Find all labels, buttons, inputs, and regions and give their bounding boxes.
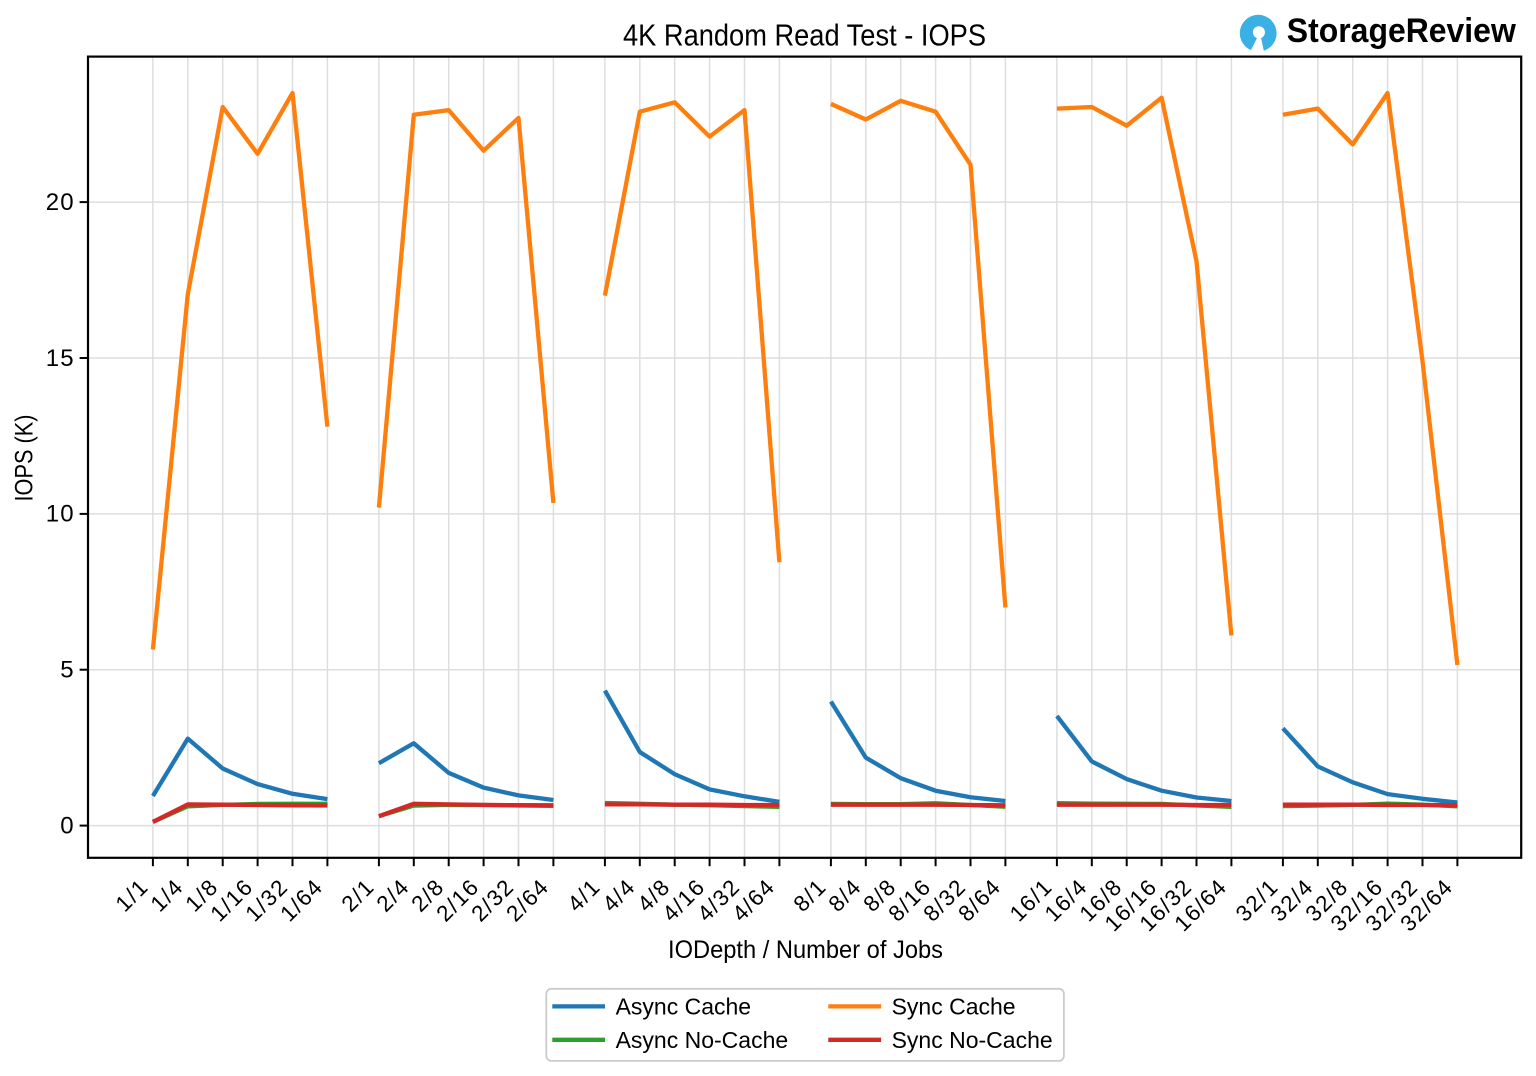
svg-text:4K Random Read Test - IOPS: 4K Random Read Test - IOPS (623, 18, 986, 53)
svg-text:IOPS (K): IOPS (K) (11, 415, 39, 502)
svg-text:Async No-Cache: Async No-Cache (616, 1027, 789, 1053)
svg-text:0: 0 (60, 812, 75, 839)
svg-text:Async Cache: Async Cache (616, 994, 752, 1020)
svg-text:20: 20 (46, 189, 75, 216)
svg-text:10: 10 (46, 501, 75, 528)
svg-text:5: 5 (60, 657, 75, 684)
svg-text:15: 15 (46, 345, 75, 372)
svg-text:Sync Cache: Sync Cache (892, 994, 1016, 1020)
svg-text:Sync No-Cache: Sync No-Cache (892, 1027, 1053, 1053)
svg-text:IODepth / Number of Jobs: IODepth / Number of Jobs (668, 936, 943, 964)
svg-text:StorageReview: StorageReview (1287, 12, 1517, 50)
